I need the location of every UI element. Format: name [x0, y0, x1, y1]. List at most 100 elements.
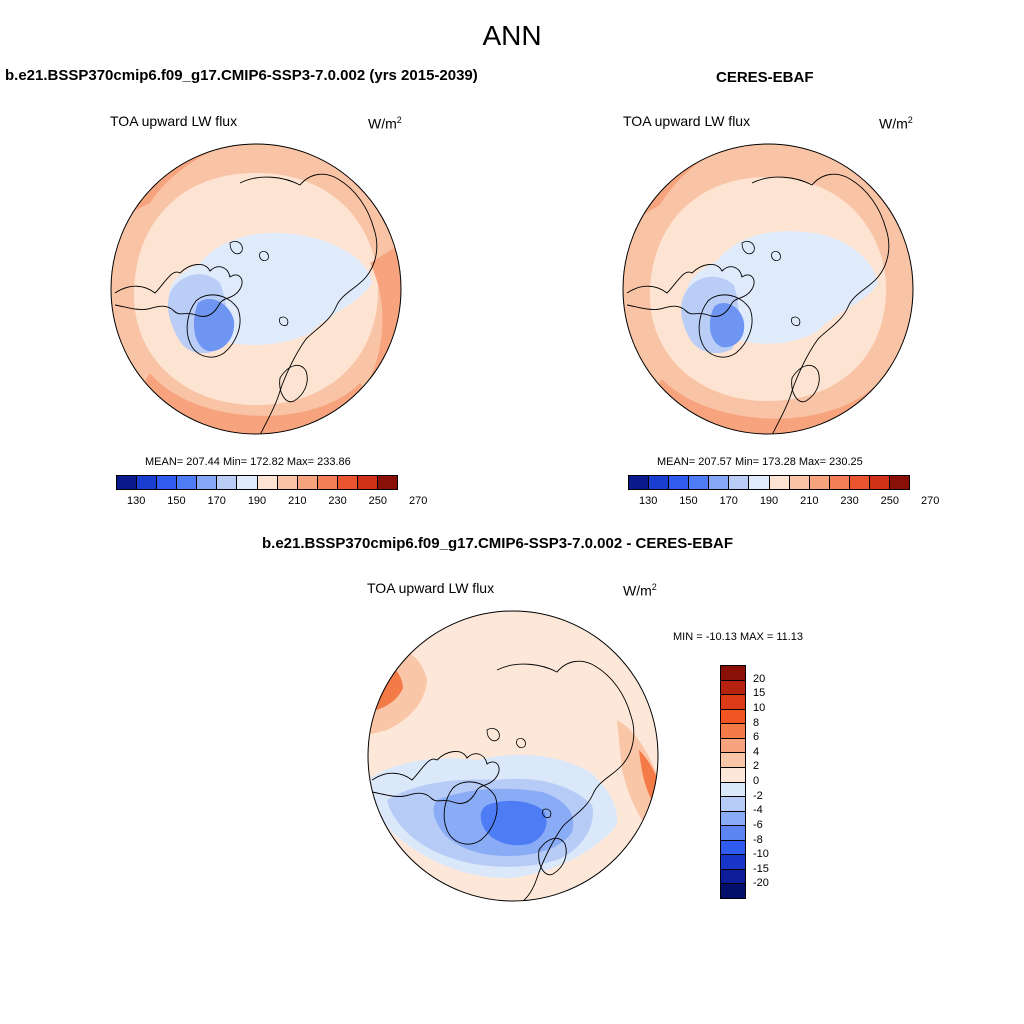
colorbar-tick-label: -10 — [753, 848, 769, 861]
colorbar-tick-label: 20 — [753, 672, 766, 685]
model-polar-map — [110, 143, 402, 435]
colorbar-swatch — [769, 476, 790, 489]
colorbar-tick-label: -20 — [753, 877, 769, 890]
colorbar-tick-label: 6 — [753, 731, 760, 744]
colorbar-tick-label: 210 — [800, 495, 819, 507]
model-colorbar-ticks: 130 150 170 190 210 230 250 270 — [116, 495, 427, 511]
colorbar-swatch — [721, 724, 745, 739]
colorbar-swatch — [869, 476, 891, 489]
colorbar-tick-label: 250 — [368, 495, 388, 507]
colorbar-tick-label: 4 — [753, 745, 760, 758]
colorbar-tick-label: 130 — [126, 495, 146, 507]
colorbar-swatch — [721, 753, 745, 768]
colorbar-swatch — [721, 709, 745, 725]
colorbar-swatch — [721, 695, 745, 710]
colorbar-swatch — [721, 869, 745, 885]
colorbar-tick-label: 170 — [207, 495, 226, 507]
colorbar-swatch — [378, 476, 398, 489]
coastline-islands — [741, 241, 801, 326]
colorbar-swatch — [689, 476, 710, 489]
colorbar-tick-label: 230 — [840, 495, 859, 507]
obs-units-label: W/m2 — [879, 115, 913, 132]
diff-panel-title: b.e21.BSSP370cmip6.f09_g17.CMIP6-SSP3-7.… — [262, 535, 734, 552]
colorbar-tick-label: 230 — [328, 495, 347, 507]
model-colorbar-swatches — [116, 475, 398, 490]
diff-colorbar-swatches — [720, 665, 746, 899]
colorbar-swatch — [177, 476, 198, 489]
obs-colorbar-ticks: 130 150 170 190 210 230 250 270 — [628, 495, 939, 511]
obs-stats: MEAN= 207.57 Min= 173.28 Max= 230.25 — [657, 456, 863, 468]
colorbar-swatch — [669, 476, 690, 489]
coastline-north-america — [114, 264, 243, 317]
model-units-label: W/m2 — [368, 115, 402, 132]
colorbar-swatch — [217, 476, 238, 489]
coastline-eurasia — [751, 173, 890, 434]
coastline-north-america — [626, 264, 755, 317]
colorbar-swatch — [721, 884, 745, 898]
colorbar-tick-label: 270 — [920, 495, 940, 507]
diff-polar-map — [367, 610, 659, 902]
colorbar-swatch — [117, 476, 138, 489]
colorbar-tick-label: -4 — [753, 804, 763, 817]
colorbar-swatch — [721, 855, 745, 870]
colorbar-tick-label: 190 — [247, 495, 267, 507]
colorbar-tick-label: 130 — [638, 495, 658, 507]
colorbar-swatch — [317, 476, 338, 489]
colorbar-swatch — [721, 680, 745, 696]
colorbar-swatch — [721, 666, 745, 681]
coastline-north-america — [371, 751, 500, 804]
colorbar-swatch — [890, 476, 910, 489]
colorbar-swatch — [721, 782, 745, 798]
greenland-cold-core — [193, 299, 235, 352]
colorbar-swatch — [721, 767, 745, 783]
colorbar-tick-label: 170 — [719, 495, 738, 507]
diff-colorbar — [720, 665, 746, 899]
colorbar-tick-label: 150 — [167, 495, 186, 507]
colorbar-swatch — [721, 797, 745, 812]
model-panel-title: b.e21.BSSP370cmip6.f09_g17.CMIP6-SSP3-7.… — [5, 67, 478, 84]
colorbar-swatch — [749, 476, 770, 489]
figure-title: ANN — [482, 20, 542, 51]
obs-panel-title: CERES-EBAF — [716, 69, 814, 86]
colorbar-swatch — [729, 476, 750, 489]
model-stats: MEAN= 207.44 Min= 172.82 Max= 233.86 — [145, 456, 351, 468]
colorbar-swatch — [357, 476, 379, 489]
obs-variable-label: TOA upward LW flux — [623, 113, 751, 129]
model-colorbar — [116, 475, 398, 490]
coastline-scandinavia — [279, 364, 308, 403]
diff-units-label: W/m2 — [623, 582, 657, 599]
colorbar-tick-label: 15 — [753, 687, 766, 700]
coastline-greenland — [698, 294, 753, 358]
colorbar-tick-label: 2 — [753, 760, 760, 773]
coastline-greenland — [186, 294, 241, 358]
coastline-greenland — [443, 781, 498, 845]
colorbar-swatch — [829, 476, 850, 489]
colorbar-swatch — [721, 840, 745, 856]
colorbar-swatch — [337, 476, 358, 489]
obs-colorbar-swatches — [628, 475, 910, 490]
colorbar-tick-label: 150 — [679, 495, 698, 507]
colorbar-tick-label: 10 — [753, 701, 766, 714]
colorbar-tick-label: -8 — [753, 833, 763, 846]
colorbar-swatch — [197, 476, 218, 489]
colorbar-tick-label: 8 — [753, 716, 760, 729]
colorbar-swatch — [629, 476, 650, 489]
colorbar-tick-label: -6 — [753, 818, 763, 831]
colorbar-tick-label: 0 — [753, 775, 760, 787]
colorbar-swatch — [137, 476, 158, 489]
colorbar-swatch — [849, 476, 870, 489]
colorbar-tick-label: 210 — [288, 495, 307, 507]
obs-colorbar — [628, 475, 910, 490]
colorbar-tick-label: 190 — [759, 495, 779, 507]
coastline-eurasia — [239, 173, 378, 434]
colorbar-swatch — [721, 811, 745, 827]
colorbar-tick-label: -2 — [753, 789, 763, 802]
greenland-cold-core — [709, 302, 745, 348]
coastline-islands — [486, 728, 552, 818]
colorbar-tick-label: 270 — [408, 495, 428, 507]
colorbar-swatch — [809, 476, 830, 489]
coastline-eurasia — [496, 660, 635, 901]
colorbar-swatch — [709, 476, 730, 489]
colorbar-swatch — [237, 476, 258, 489]
diff-stats: MIN = -10.13 MAX = 11.13 — [673, 631, 804, 643]
